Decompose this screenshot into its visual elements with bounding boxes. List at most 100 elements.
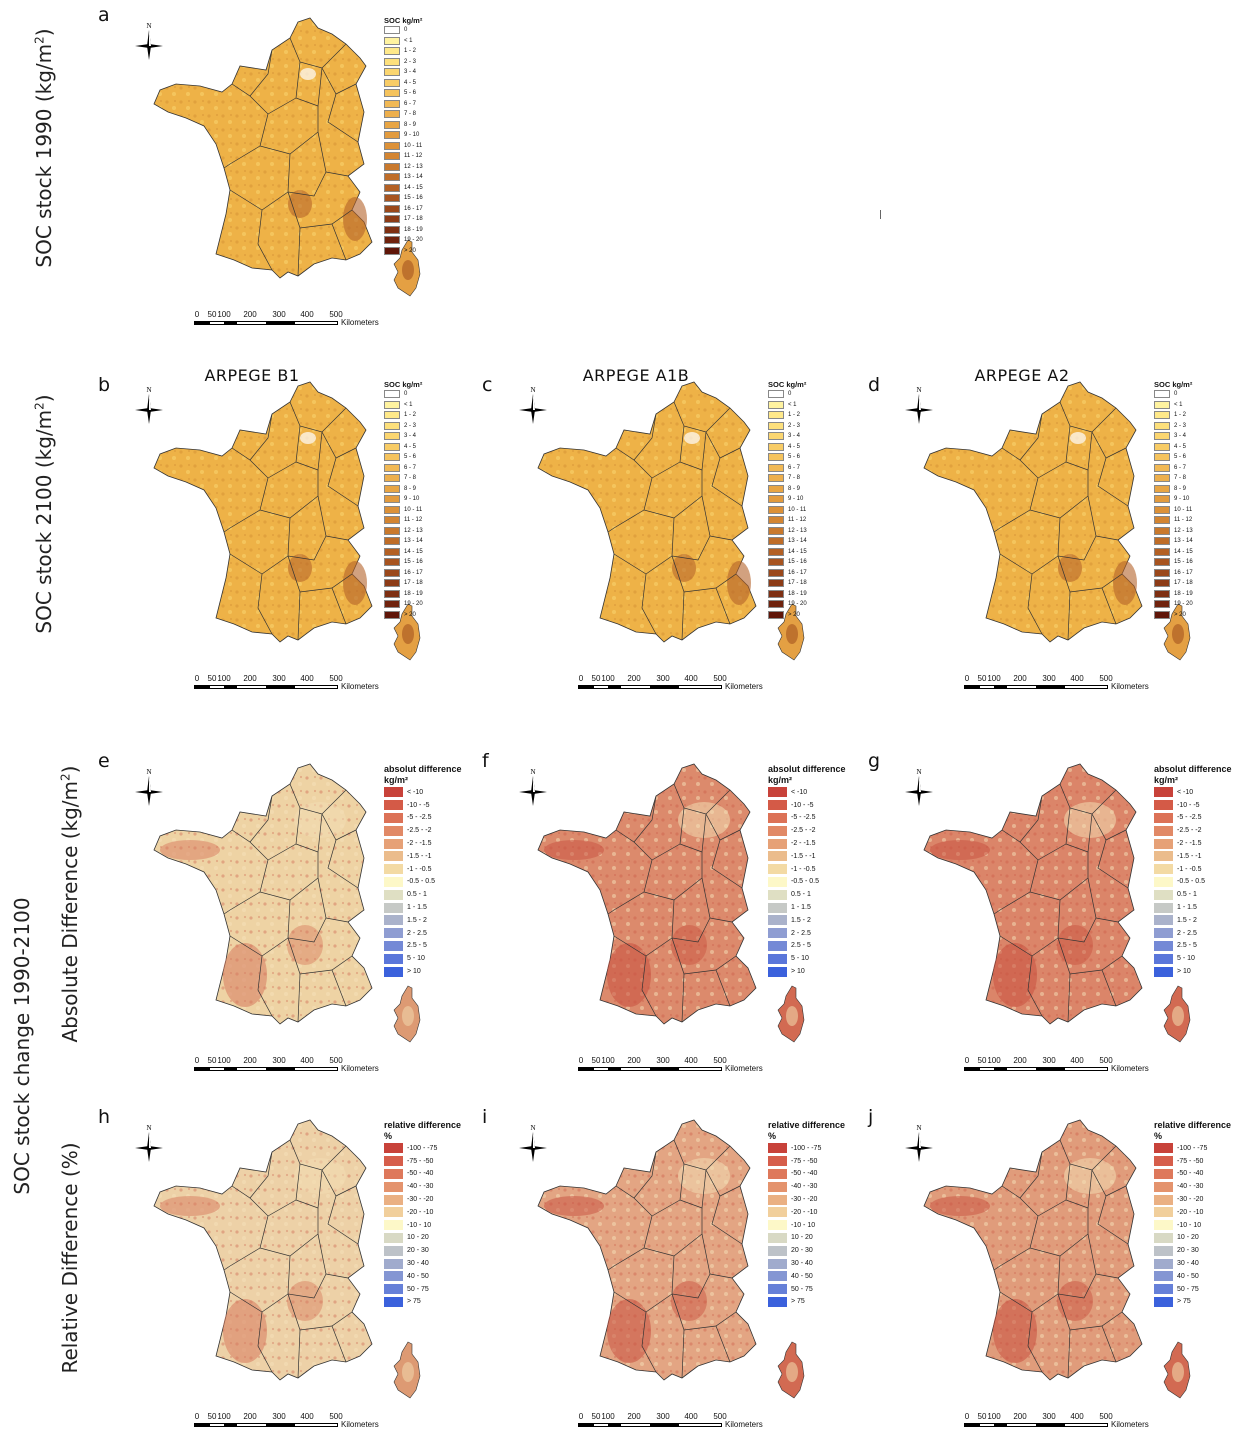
legend-unit: % (1154, 1131, 1163, 1141)
scale-bar-ticks: 0 50 100 200 300 400 500 (964, 1056, 1114, 1066)
region-boundary (711, 1195, 743, 1245)
region-boundary (223, 1247, 261, 1271)
scale-tick-label: 50 (977, 1056, 987, 1065)
scale-tick-label: 300 (272, 1412, 286, 1421)
legend-label: 17 - 18 (404, 216, 423, 223)
north-low-change (1064, 1158, 1116, 1194)
region-boundary (327, 1195, 359, 1245)
corsica-relief (1172, 1362, 1184, 1382)
legend-item: 50 - 75 (384, 1283, 474, 1296)
legend-item: 3 - 4 (384, 431, 474, 442)
alps-high-soc (1113, 561, 1137, 605)
compass-highlight (533, 1132, 535, 1148)
legend-label: -100 - -75 (791, 1144, 822, 1152)
legend-label: 12 - 13 (404, 527, 423, 534)
legend-label: 9 - 10 (1174, 496, 1190, 503)
region-boundary (673, 783, 731, 815)
legend-item: 18 - 19 (384, 589, 474, 600)
scale-segment (1007, 1068, 1037, 1070)
legend-item: -1 - -0.5 (384, 863, 474, 876)
legend-label: 10 - 11 (404, 142, 423, 149)
scale-tick-label: 100 (217, 1056, 231, 1065)
legend-swatch (768, 966, 787, 977)
legend-label: > 75 (407, 1298, 421, 1306)
legend-swatch (1154, 1296, 1173, 1307)
legend-swatch (384, 876, 403, 887)
region-boundary (673, 401, 731, 433)
scale-bar-ticks: 0 50 100 200 300 400 500 (194, 1412, 344, 1422)
legend-swatch (384, 787, 403, 798)
region-boundary (1101, 587, 1117, 625)
legend-item: 4 - 5 (384, 442, 474, 453)
legend-label: -1 - -0.5 (791, 865, 816, 873)
legend-swatch (768, 825, 787, 836)
legend-swatch (384, 537, 400, 546)
scale-tick-label: 50 (591, 1056, 601, 1065)
north-arrow-icon: N (135, 22, 163, 60)
legend-swatch (1154, 453, 1170, 462)
legend-swatch (1154, 1271, 1173, 1282)
scale-segment (707, 686, 722, 688)
legend-label: 3 - 4 (404, 69, 417, 76)
legend-item: 1 - 1.5 (384, 901, 474, 914)
legend-swatch (768, 432, 784, 441)
legend-item: 7 - 8 (384, 109, 474, 120)
country-outline (923, 381, 1143, 643)
legend-swatch (384, 1143, 403, 1154)
legend-item: 30 - 40 (384, 1257, 474, 1270)
legend-swatch (1154, 1168, 1173, 1179)
legend-item: 17 - 18 (384, 578, 474, 589)
scale-segment (237, 1424, 267, 1426)
legend-swatch (384, 1296, 403, 1307)
legend-label: 5 - 10 (791, 955, 809, 963)
legend-swatch (1154, 876, 1173, 887)
legend-label: -10 - -5 (407, 801, 430, 809)
corsica-inset (777, 603, 805, 661)
legend-swatch (1154, 953, 1173, 964)
row-label-soc-2100: SOC stock 2100 (kg/m2) (32, 394, 56, 633)
legend-label: 11 - 12 (1174, 517, 1193, 524)
legend-item: < 1 (768, 400, 858, 411)
legend-swatch (1154, 812, 1173, 823)
legend-label: 0.5 - 1 (1177, 891, 1197, 899)
legend-swatch (384, 1245, 403, 1256)
scale-segment (294, 1424, 324, 1426)
scale-bar: 0 50 100 200 300 400 500 Kilometers (578, 1412, 778, 1436)
legend-label: 6 - 7 (404, 100, 417, 107)
legend-label: 5 - 6 (404, 90, 417, 97)
legend-item: 50 - 75 (768, 1283, 858, 1296)
scale-segment (266, 322, 295, 324)
region-boundary (1001, 1151, 1043, 1199)
legend-label: 18 - 19 (788, 590, 807, 597)
legend-swatch (1154, 411, 1170, 420)
legend-label: 2 - 3 (404, 422, 417, 429)
legend-swatch (384, 1271, 403, 1282)
scale-tick-label: 50 (207, 1412, 217, 1421)
alps-high-soc (343, 197, 367, 241)
scale-segment (965, 686, 980, 688)
legend-item: -1.5 - -1 (1154, 850, 1244, 863)
legend-swatch (768, 558, 784, 567)
row-label-close: ) (32, 28, 56, 37)
region-boundary (641, 1311, 657, 1373)
scale-bar: 0 50 100 200 300 400 500 Kilometers (964, 1056, 1164, 1080)
legend-item: 13 - 14 (768, 536, 858, 547)
legend-item: 30 - 40 (768, 1257, 858, 1270)
legend-swatch (1154, 600, 1170, 609)
legend-label: 0.5 - 1 (791, 891, 811, 899)
legend-label: 7 - 8 (404, 111, 417, 118)
scale-bar: 0 50 100 200 300 400 500 Kilometers (194, 310, 394, 334)
legend-item: < -10 (768, 786, 858, 799)
legend-swatch (1154, 940, 1173, 951)
legend-label: 2 - 3 (788, 422, 801, 429)
legend-item: 12 - 13 (384, 162, 474, 173)
scale-segment (678, 1068, 708, 1070)
legend-swatch (1154, 505, 1170, 514)
france-map (923, 1119, 1143, 1381)
scale-bar-unit: Kilometers (341, 1420, 379, 1429)
legend-item: -2 - -1.5 (384, 837, 474, 850)
scale-segment (323, 322, 338, 324)
row-label-stock-change: SOC stock change 1990-2100 (10, 897, 34, 1195)
